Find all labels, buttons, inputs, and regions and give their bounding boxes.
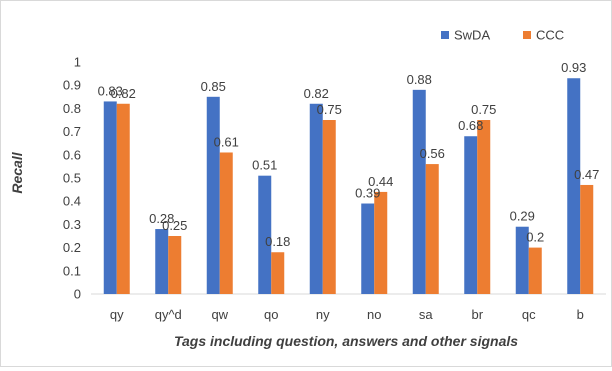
- x-tick-label: no: [367, 307, 381, 322]
- bar-ccc-qo: [271, 252, 285, 294]
- data-label: 0.29: [510, 209, 535, 224]
- y-tick-label: 0.1: [63, 263, 81, 278]
- y-tick-label: 0.6: [63, 147, 81, 162]
- bars: [103, 78, 594, 295]
- data-label: 0.75: [317, 102, 342, 117]
- bar-swda-sa: [412, 89, 426, 294]
- x-axis-title: Tags including question, answers and oth…: [174, 333, 518, 349]
- data-label: 0.85: [201, 79, 226, 94]
- data-label: 0.82: [111, 86, 136, 101]
- data-label: 0.82: [304, 86, 329, 101]
- x-tick-label: br: [471, 307, 483, 322]
- y-tick-label: 0.2: [63, 240, 81, 255]
- data-label: 0.47: [574, 167, 599, 182]
- bar-swda-b: [567, 78, 581, 295]
- x-tick-label: qy^d: [155, 307, 182, 322]
- bar-swda-no: [361, 203, 375, 294]
- bar-ccc-no: [374, 191, 388, 294]
- x-tick-label: ny: [316, 307, 330, 322]
- bar-swda-qc: [515, 226, 529, 294]
- y-tick-label: 0.5: [63, 171, 81, 186]
- bar-swda-qy^d: [155, 229, 169, 294]
- bar-ccc-ny: [322, 120, 336, 294]
- data-label: 0.93: [561, 60, 586, 75]
- data-label: 0.88: [407, 72, 432, 87]
- y-tick-label: 0.8: [63, 101, 81, 116]
- bar-ccc-b: [580, 184, 594, 294]
- bar-swda-qo: [258, 175, 272, 294]
- x-tick-label: qw: [211, 307, 228, 322]
- bar-swda-qy: [103, 101, 117, 294]
- y-axis-title: Recall: [9, 151, 25, 193]
- x-axis: qy qy^d qw qo ny no sa br qc b: [91, 293, 606, 322]
- bar-ccc-qy: [116, 103, 130, 294]
- data-label: 0.51: [252, 158, 277, 173]
- bar-swda-br: [464, 136, 478, 294]
- legend-swatch-swda: [441, 31, 449, 39]
- bar-swda-qw: [206, 96, 220, 294]
- data-label: 0.18: [265, 234, 290, 249]
- data-label: 0.83: [98, 83, 123, 98]
- legend: SwDA CCC: [441, 28, 564, 43]
- y-tick-label: 0.7: [63, 124, 81, 139]
- y-tick-label: 0.3: [63, 217, 81, 232]
- bar-ccc-qy^d: [168, 236, 182, 294]
- legend-label-ccc: CCC: [536, 28, 564, 43]
- data-label: 0.28: [149, 211, 174, 226]
- y-tick-label: 0.9: [63, 78, 81, 93]
- y-tick-label: 1: [74, 55, 81, 70]
- legend-label-swda: SwDA: [454, 28, 490, 43]
- x-tick-label: b: [577, 307, 584, 322]
- data-label: 0.25: [162, 218, 187, 233]
- bar-ccc-qc: [528, 247, 542, 294]
- x-tick-label: sa: [419, 307, 434, 322]
- bar-ccc-qw: [219, 152, 233, 294]
- y-tick-label: 0: [74, 287, 81, 302]
- legend-swatch-ccc: [523, 31, 531, 39]
- bar-ccc-sa: [425, 164, 439, 294]
- data-label: 0.61: [214, 134, 239, 149]
- data-label: 0.68: [458, 118, 483, 133]
- x-tick-label: qo: [264, 307, 278, 322]
- data-label: 0.2: [526, 230, 544, 245]
- bar-ccc-br: [477, 120, 491, 294]
- x-tick-label: qc: [522, 307, 536, 322]
- data-label: 0.75: [471, 102, 496, 117]
- x-tick-label: qy: [110, 307, 124, 322]
- bar-swda-ny: [309, 103, 323, 294]
- data-label: 0.39: [355, 186, 380, 201]
- y-tick-label: 0.4: [63, 194, 81, 209]
- data-label: 0.56: [420, 146, 445, 161]
- data-labels: 0.83 0.28 0.85 0.51 0.82 0.39 0.88 0.68 0.29 0.93…: [98, 60, 600, 249]
- y-axis: 0 0.1 0.2 0.3 0.4 0.5 0.6 0.7 0.8 0.9 1: [63, 55, 81, 302]
- data-label: 0.44: [368, 174, 393, 189]
